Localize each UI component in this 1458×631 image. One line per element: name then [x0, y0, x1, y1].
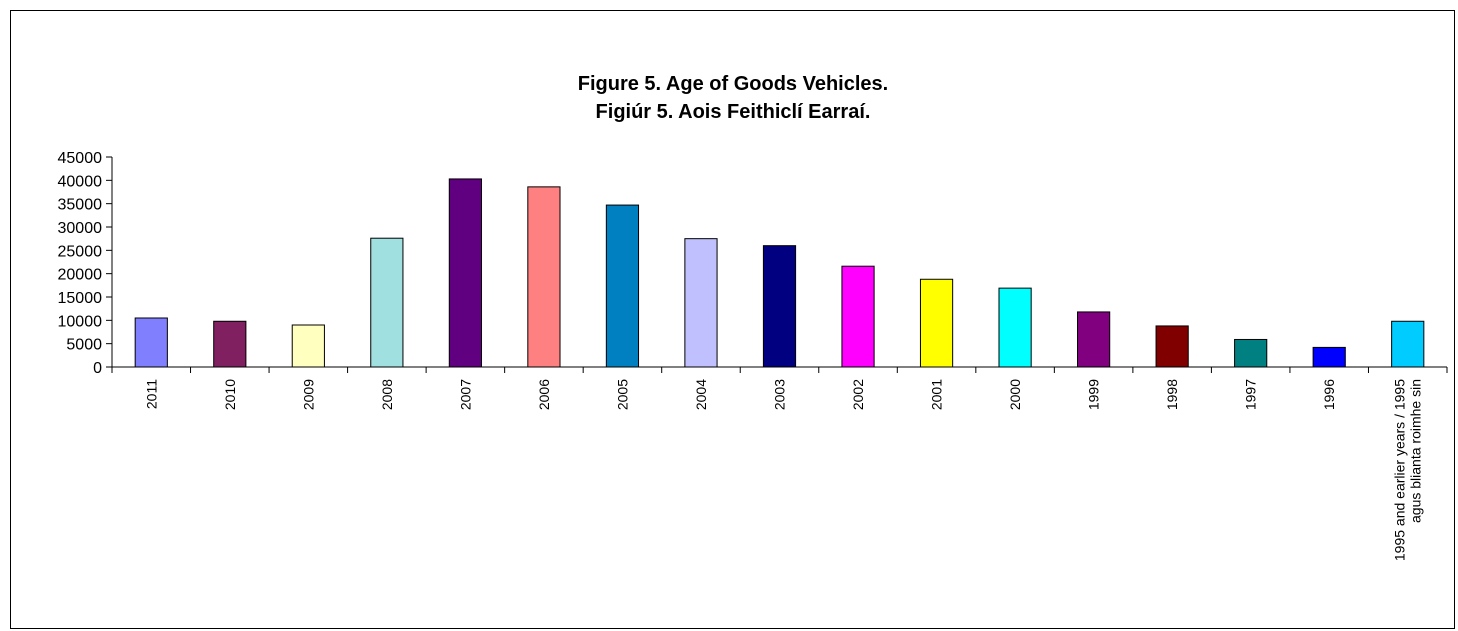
x-category-label: 1999 — [1086, 379, 1102, 410]
bar — [527, 186, 561, 368]
bar-chart: Figure 5. Age of Goods Vehicles. Figiúr … — [58, 73, 1448, 561]
y-tick-label: 5000 — [66, 337, 102, 354]
y-tick-label: 45000 — [58, 150, 103, 167]
bar — [998, 287, 1032, 368]
bar — [448, 178, 482, 368]
y-tick-label: 30000 — [58, 220, 103, 237]
x-category-label: agus blianta roimhe sin — [1408, 379, 1424, 523]
bar — [1312, 346, 1346, 368]
bar — [134, 317, 168, 368]
x-category-label: 1998 — [1164, 379, 1180, 410]
x-category-label: 2008 — [379, 379, 395, 410]
x-axis — [111, 366, 1448, 373]
bar — [213, 320, 247, 368]
y-tick-label: 35000 — [58, 197, 103, 214]
x-category-label: 2010 — [222, 379, 238, 410]
chart-title: Figure 5. Age of Goods Vehicles. Figiúr … — [578, 73, 888, 123]
y-tick-label: 10000 — [58, 313, 103, 330]
bar — [1234, 338, 1268, 368]
chart-frame: Figure 5. Age of Goods Vehicles. Figiúr … — [10, 10, 1455, 629]
x-category-label: 1995 and earlier years / 1995 — [1392, 379, 1408, 561]
y-tick-label: 15000 — [58, 290, 103, 307]
bar — [684, 238, 718, 368]
x-category-label: 2011 — [143, 379, 159, 409]
bars — [134, 178, 1425, 368]
bar — [841, 265, 875, 368]
chart-title-line-2: Figiúr 5. Aois Feithiclí Earraí. — [596, 101, 871, 123]
x-category-label: 2007 — [457, 379, 473, 410]
x-category-label: 2006 — [536, 379, 552, 410]
bar — [762, 245, 797, 368]
bar — [919, 278, 954, 368]
x-category-label: 2009 — [300, 379, 316, 410]
x-category-label: 2001 — [929, 379, 945, 410]
x-category-label: 1997 — [1243, 379, 1259, 410]
y-axis: 0 5000 10000 15000 20000 25000 30000 35000 40000… — [58, 150, 113, 377]
y-tick-label: 25000 — [58, 243, 103, 260]
y-tick-label: 20000 — [58, 267, 103, 284]
bar — [605, 204, 640, 368]
bar — [1077, 311, 1111, 368]
x-category-label: 1996 — [1321, 379, 1337, 410]
category-labels: 2011 2010 2009 2008 2007 2006 2005 2004 2003 2002… — [143, 379, 1423, 561]
y-tick-label: 0 — [93, 360, 102, 377]
x-category-label: 2004 — [693, 379, 709, 410]
bar — [291, 324, 325, 368]
x-category-label: 2002 — [850, 379, 866, 410]
x-category-label: 2003 — [772, 379, 788, 410]
bar — [1155, 325, 1189, 368]
y-tick-label: 40000 — [58, 173, 103, 190]
bar — [370, 237, 404, 368]
x-category-label: 2005 — [614, 379, 630, 410]
x-category-label: 2000 — [1007, 379, 1023, 410]
chart-title-line-1: Figure 5. Age of Goods Vehicles. — [578, 73, 888, 95]
bar — [1391, 320, 1425, 368]
